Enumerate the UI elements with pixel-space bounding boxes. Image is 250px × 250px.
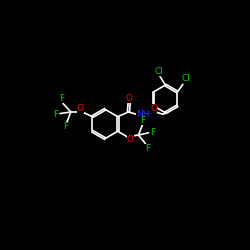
Text: Cl: Cl: [154, 67, 163, 76]
Text: F: F: [145, 144, 150, 153]
Text: F: F: [140, 116, 146, 125]
Text: Cl: Cl: [182, 74, 190, 84]
Text: F: F: [64, 122, 69, 131]
Text: O: O: [76, 104, 84, 113]
Text: F: F: [59, 94, 64, 104]
Text: NH: NH: [136, 110, 150, 119]
Text: F: F: [150, 128, 155, 136]
Text: O: O: [126, 94, 133, 103]
Text: O: O: [150, 104, 158, 113]
Text: F: F: [54, 110, 59, 119]
Text: O: O: [126, 135, 134, 144]
